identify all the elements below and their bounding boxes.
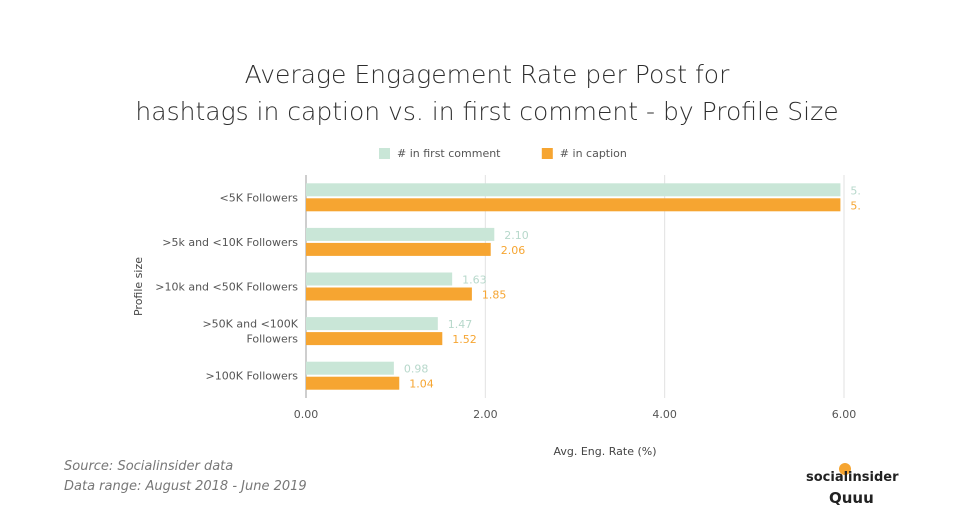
x-axis-title: Avg. Eng. Rate (%) — [553, 445, 656, 458]
y-category-label-line: >5k and <10K Followers — [162, 236, 298, 249]
data-range-note: Data range: August 2018 - June 2019 — [64, 479, 307, 494]
y-category-label-line: >100K Followers — [206, 370, 299, 383]
bar-caption — [306, 198, 841, 212]
bar-value-label: 1.47 — [448, 318, 473, 331]
y-category-label: >5k and <10K Followers — [162, 236, 298, 249]
bar-first-comment — [306, 272, 453, 286]
bar-value-label: 1.04 — [409, 378, 434, 391]
socialinsider-logo-icon — [839, 463, 851, 475]
y-category-label: <5K Followers — [220, 191, 299, 204]
bar-caption — [306, 376, 400, 390]
legend-swatch — [379, 148, 390, 159]
bar-first-comment — [306, 183, 841, 197]
chart-title-line1: Average Engagement Rate per Post for — [244, 60, 730, 89]
legend-label: # in first comment — [397, 147, 501, 160]
bar-value-label: 1.63 — [462, 274, 487, 287]
bar-value-label: 0.98 — [404, 363, 429, 376]
bar-value-label: 5. — [850, 199, 861, 212]
bar-value-label: 1.52 — [452, 333, 477, 346]
chart-title-line2: hashtags in caption vs. in first comment… — [135, 97, 839, 126]
y-category-label-line: >50K and <100K — [202, 318, 298, 331]
y-category-label: >10k and <50K Followers — [155, 281, 298, 294]
y-category-label-line: Followers — [246, 333, 298, 346]
bar-value-label: 5. — [850, 184, 861, 197]
bar-caption — [306, 332, 443, 346]
x-tick-label: 2.00 — [473, 408, 498, 421]
bar-first-comment — [306, 317, 438, 331]
bar-value-label: 2.06 — [501, 244, 526, 257]
x-tick-label: 4.00 — [652, 408, 677, 421]
bar-first-comment — [306, 227, 495, 241]
bar-value-label: 2.10 — [504, 229, 529, 242]
y-axis-title: Profile size — [132, 257, 145, 316]
socialinsider-logo: socialinsider — [806, 470, 899, 485]
bar-caption — [306, 242, 491, 256]
y-category-label-line: >10k and <50K Followers — [155, 281, 298, 294]
bar-caption — [306, 287, 472, 301]
y-category-label: >50K and <100K Followers — [202, 318, 298, 346]
legend-swatch — [541, 148, 553, 159]
legend-label: # in caption — [560, 147, 627, 160]
quuu-logo: Quuu — [829, 489, 874, 507]
x-tick-label: 6.00 — [832, 408, 857, 421]
y-category-label-line: <5K Followers — [220, 191, 299, 204]
x-tick-label: 0.00 — [294, 408, 319, 421]
source-note: Source: Socialinsider data — [64, 459, 234, 474]
bar-value-label: 1.85 — [482, 289, 507, 302]
bar-first-comment — [306, 361, 394, 375]
y-category-label: >100K Followers — [206, 370, 299, 383]
